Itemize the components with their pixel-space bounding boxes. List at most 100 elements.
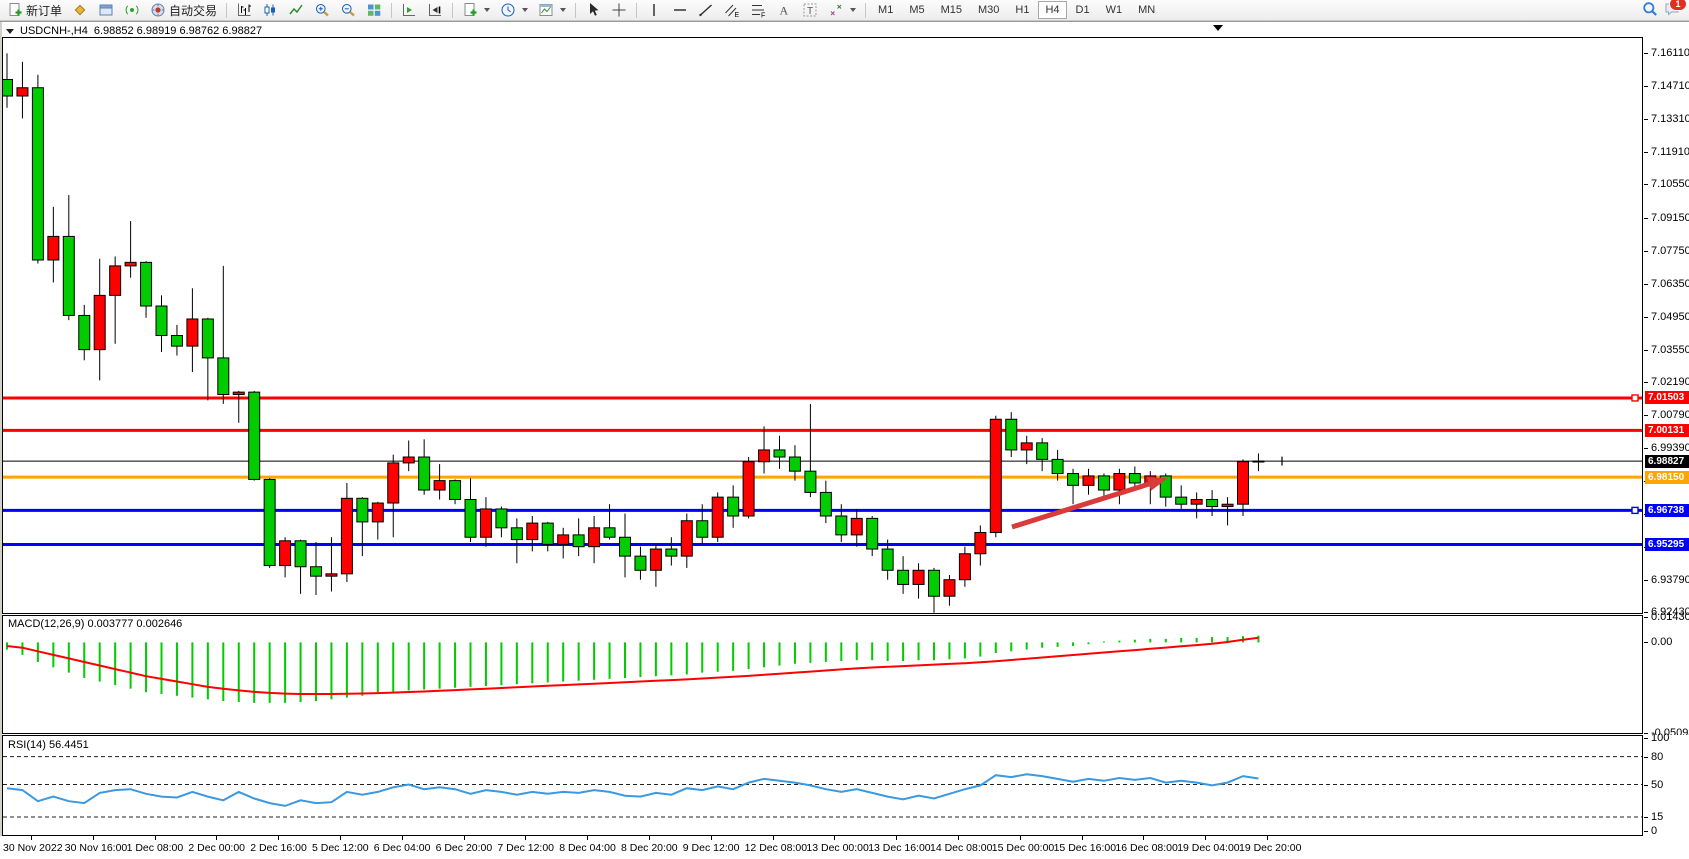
time-axis[interactable]: 30 Nov 2022 30 Nov 16:00 1 Dec 08:00 2 Dec … (0, 836, 1689, 859)
svg-text:E: E (735, 12, 740, 18)
templates-button[interactable] (534, 1, 570, 20)
rsi-axis[interactable]: 100 80 50 15 0 (1644, 733, 1689, 837)
zoom-in-button[interactable] (310, 1, 334, 20)
tile-windows-icon (366, 2, 382, 18)
signals-button[interactable] (120, 1, 144, 20)
time-axis-tick (587, 836, 589, 840)
price-axis[interactable]: 7.16110 7.14710 7.13310 7.11910 7.10550 7.091… (1644, 37, 1689, 618)
price-tick-label: 7.16110 (1651, 47, 1689, 60)
main-price-chart[interactable] (2, 37, 1643, 614)
rsi-label: RSI(14) 56.4451 (8, 739, 89, 751)
signals-icon (124, 2, 140, 18)
line-chart-mode-icon (288, 2, 304, 18)
macd-axis[interactable]: 0.014306 0.00 -0.050937 (1644, 611, 1689, 739)
zoom-out-button[interactable] (336, 1, 360, 20)
axis-tick (1644, 612, 1648, 614)
time-axis-tick (278, 836, 280, 840)
timeframe-d1-button[interactable]: D1 (1069, 1, 1097, 19)
chart-ohlc-values: 6.98852 6.98919 6.98762 6.98827 (93, 25, 263, 37)
price-tick-label: 7.07750 (1651, 244, 1689, 257)
axis-tick (1644, 217, 1648, 219)
level-line-handle[interactable] (1631, 394, 1639, 402)
chart-menu-icon[interactable] (6, 28, 14, 34)
chart-shift-button[interactable] (423, 1, 447, 20)
time-axis-tick (834, 836, 836, 840)
text-label-tool-button[interactable]: T (798, 1, 822, 20)
timeframe-h1-button[interactable]: H1 (1008, 1, 1036, 19)
notifications-button[interactable]: 1 (1661, 0, 1687, 21)
axis-tick (1644, 817, 1648, 819)
zoom-out-icon (340, 2, 356, 18)
auto-trading-button[interactable]: 自动交易 (146, 1, 221, 20)
crosshair-button[interactable] (607, 1, 631, 20)
timeframe-m30-button[interactable]: M30 (971, 1, 1006, 19)
timeframe-w1-button[interactable]: W1 (1099, 1, 1130, 19)
level-line-handle[interactable] (1631, 506, 1639, 515)
tile-windows-button[interactable] (362, 1, 386, 20)
zoom-in-icon (314, 2, 330, 18)
line-chart-mode-button[interactable] (284, 1, 308, 20)
timeframe-h4-button[interactable]: H4 (1038, 1, 1067, 19)
macd-panel[interactable] (2, 615, 1643, 734)
auto-scroll-button[interactable] (397, 1, 421, 20)
time-axis-tick (31, 836, 32, 840)
timeframe-m5-button[interactable]: M5 (902, 1, 931, 19)
auto-trading-label: 自动交易 (169, 3, 218, 18)
time-tick-label: 2 Dec 00:00 (188, 842, 246, 854)
cursor-button[interactable] (581, 1, 605, 20)
time-axis-tick (1081, 836, 1083, 840)
text-tool-button[interactable]: A (772, 1, 796, 20)
vertical-line-tool-button[interactable] (642, 1, 666, 20)
magnifier-icon (1642, 1, 1658, 20)
time-tick-label: 13 Dec 16:00 (868, 842, 931, 854)
time-axis-tick (525, 836, 527, 840)
time-tick-label: 7 Dec 12:00 (497, 842, 555, 854)
trendline-tool-button[interactable] (694, 1, 718, 20)
time-tick-label: 19 Dec 04:00 (1177, 842, 1240, 854)
axis-tick (1644, 756, 1648, 758)
new-order-icon (7, 2, 23, 18)
axis-tick (1644, 738, 1648, 739)
axis-tick (1644, 184, 1648, 186)
new-order-button[interactable]: 新订单 (3, 1, 66, 20)
time-tick-label: 30 Nov 16:00 (64, 842, 128, 854)
arrows-tool-button[interactable] (824, 1, 860, 20)
candlestick-mode-button[interactable] (258, 1, 282, 20)
fibonacci-tool-button[interactable]: F (746, 1, 770, 20)
axis-tick (1644, 119, 1648, 121)
terminal-button[interactable] (94, 1, 118, 20)
toolbar-separator (226, 2, 228, 18)
timeframe-mn-button[interactable]: MN (1131, 1, 1162, 19)
time-axis-tick (1143, 836, 1145, 840)
toolbar-separator (452, 2, 454, 18)
time-tick-label: 8 Dec 04:00 (559, 842, 616, 854)
metaeditor-button[interactable] (68, 1, 92, 20)
auto-scroll-icon (401, 2, 417, 18)
search-button[interactable] (1639, 0, 1661, 21)
timeframe-m15-button[interactable]: M15 (934, 1, 969, 19)
axis-tick (1644, 250, 1648, 252)
rsi-panel[interactable] (2, 735, 1643, 836)
arrows-tool-icon (828, 2, 844, 18)
rsi-tick-label: 15 (1651, 811, 1664, 824)
price-tick-label: 6.92430 (1651, 606, 1689, 619)
axis-tick (1644, 579, 1648, 581)
time-axis-tick (896, 836, 898, 840)
chart-shift-marker-icon[interactable] (1213, 25, 1223, 31)
annotation-arrow[interactable] (1011, 481, 1150, 530)
horizontal-line-tool-button[interactable] (668, 1, 692, 20)
axis-tick (1644, 381, 1648, 383)
axis-tick (1644, 53, 1648, 55)
bar-chart-mode-button[interactable] (232, 1, 256, 20)
axis-tick (1644, 414, 1648, 416)
price-tick-label: 7.00790 (1651, 408, 1689, 421)
periods-button[interactable] (496, 1, 532, 20)
timeframe-m1-button[interactable]: M1 (871, 1, 900, 19)
price-tick-label: 7.04950 (1651, 310, 1689, 323)
time-tick-label: 30 Nov 2022 (3, 842, 63, 854)
price-tick-label: 7.13310 (1651, 113, 1689, 126)
trendline-tool-icon (698, 2, 714, 18)
equidistant-channel-tool-button[interactable]: E (720, 1, 744, 20)
main-toolbar: 新订单 自动交易 E F A T M1 M5 M15 M30 H1 H4 D1 W1 MN 1 (0, 0, 1689, 21)
new-chart-button[interactable] (458, 1, 494, 20)
